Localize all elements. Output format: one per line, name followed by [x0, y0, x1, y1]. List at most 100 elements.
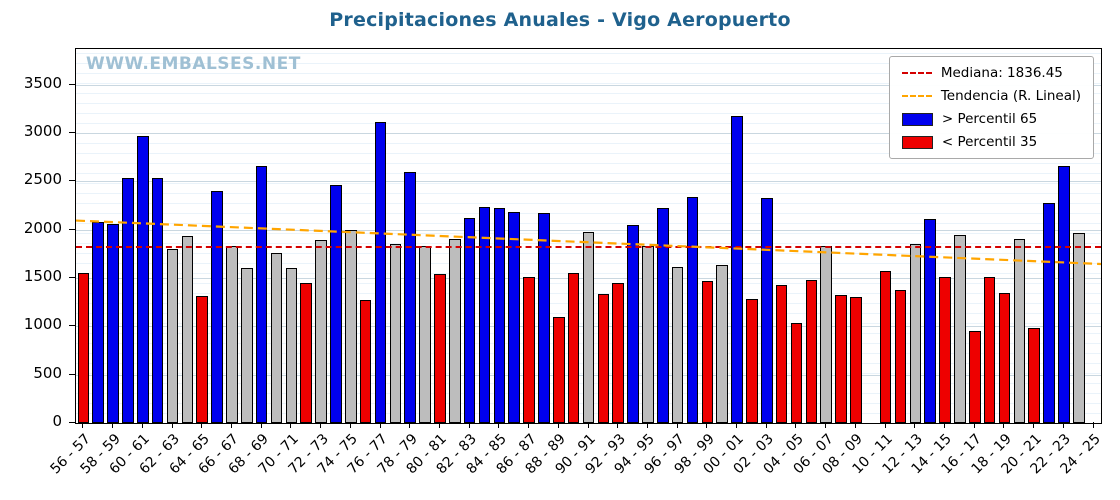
median-line	[76, 245, 1101, 248]
y-tick-mark	[69, 132, 75, 134]
x-tick-mark	[914, 422, 916, 428]
median-line-swatch	[901, 72, 932, 74]
x-tick-mark	[260, 422, 262, 428]
bar-mid	[315, 240, 327, 423]
x-tick-mark	[82, 422, 84, 428]
x-tick-mark	[230, 422, 232, 428]
gridline	[76, 229, 1101, 231]
bar-mid	[671, 267, 684, 423]
x-tick-mark	[379, 422, 381, 428]
bar-mid	[716, 265, 728, 423]
x-tick-mark	[349, 422, 351, 428]
legend-median-label: Mediana: 1836.45	[940, 65, 1063, 81]
x-tick-mark	[884, 422, 886, 428]
y-tick-mark	[69, 325, 75, 327]
above-percentile-swatch	[901, 112, 933, 126]
bar-mid	[954, 234, 966, 423]
bar-below	[983, 277, 996, 423]
x-tick-mark	[1062, 422, 1064, 428]
bar-mid	[820, 246, 832, 423]
plot-area: WWW.EMBALSES.NET Mediana: 1836.45 Tenden…	[75, 48, 1102, 424]
bar-mid	[389, 244, 402, 423]
bar-below	[359, 300, 372, 423]
chart-title: Precipitaciones Anuales - Vigo Aeropuert…	[329, 9, 791, 31]
legend-item-above-percentile: > Percentil 65	[901, 111, 1081, 127]
y-tick-label: 2000	[23, 218, 62, 237]
below-percentile-swatch	[901, 135, 933, 149]
x-tick-mark	[706, 422, 708, 428]
bar-mid	[1072, 232, 1085, 423]
y-tick-label: 500	[33, 363, 62, 382]
bar-above	[330, 185, 342, 423]
bar-below	[775, 284, 788, 423]
bar-below	[523, 277, 535, 423]
bar-above	[374, 122, 387, 423]
y-tick-label: 2500	[23, 170, 62, 189]
bar-below	[1028, 328, 1040, 423]
bar-below	[968, 331, 981, 423]
x-tick-mark	[171, 422, 173, 428]
gridline	[76, 181, 1101, 183]
x-tick-mark	[795, 422, 797, 428]
y-tick-mark	[69, 83, 75, 85]
legend-item-trend: Tendencia (R. Lineal)	[901, 88, 1081, 104]
x-tick-mark	[290, 422, 292, 428]
x-tick-mark	[557, 422, 559, 428]
y-tick-mark	[69, 180, 75, 182]
bar-above	[538, 213, 550, 423]
x-tick-mark	[736, 422, 738, 428]
bar-above	[107, 223, 119, 423]
bar-mid	[181, 236, 194, 423]
y-tick-label: 1000	[23, 315, 62, 334]
x-tick-mark	[1092, 422, 1094, 428]
x-tick-mark	[854, 422, 856, 428]
legend-trend-label: Tendencia (R. Lineal)	[940, 88, 1081, 104]
gridline	[76, 84, 1101, 86]
bar-below	[300, 282, 313, 423]
bar-above	[151, 177, 164, 423]
bar-below	[939, 277, 951, 423]
x-tick-mark	[320, 422, 322, 428]
bar-above	[255, 165, 268, 423]
bar-above	[1043, 202, 1055, 423]
bar-below	[701, 280, 714, 423]
x-tick-mark	[1003, 422, 1005, 428]
bar-below	[567, 273, 580, 423]
bar-below	[196, 296, 209, 423]
bar-below	[835, 295, 847, 423]
bar-above	[627, 224, 639, 423]
bar-above	[1058, 165, 1070, 423]
bar-mid	[166, 249, 179, 423]
watermark: WWW.EMBALSES.NET	[86, 54, 301, 74]
bar-mid	[285, 268, 298, 423]
bar-below	[879, 271, 892, 423]
bar-below	[77, 273, 90, 423]
x-axis: 56 - 57 58 - 59 60 - 61 62 - 63 64 - 65 66 - …	[47, 422, 1104, 500]
y-axis: 0 500 1000 1500 2000 2500 3000 3500	[0, 48, 75, 430]
bar-above	[478, 207, 491, 423]
bar-above	[122, 178, 134, 423]
bar-below	[894, 289, 907, 423]
y-tick-label: 0	[52, 412, 62, 430]
bar-mid	[226, 246, 238, 423]
x-tick-mark	[112, 422, 114, 428]
x-tick-mark	[973, 422, 975, 428]
bar-below	[805, 279, 818, 423]
y-tick-label: 1500	[23, 267, 62, 286]
x-tick-mark	[498, 422, 500, 428]
bar-above	[137, 135, 149, 423]
x-tick-mark	[528, 422, 530, 428]
bar-below	[790, 323, 803, 423]
bar-above	[656, 208, 669, 423]
y-tick-label: 3500	[23, 73, 62, 92]
bar-mid	[909, 244, 922, 423]
x-tick-mark	[825, 422, 827, 428]
bar-above	[731, 115, 743, 423]
x-tick-mark	[676, 422, 678, 428]
bar-mid	[270, 252, 283, 423]
bar-above	[92, 221, 105, 423]
bar-below	[612, 282, 624, 423]
y-tick-mark	[69, 373, 75, 375]
x-tick-mark	[587, 422, 589, 428]
bar-below	[850, 297, 862, 423]
